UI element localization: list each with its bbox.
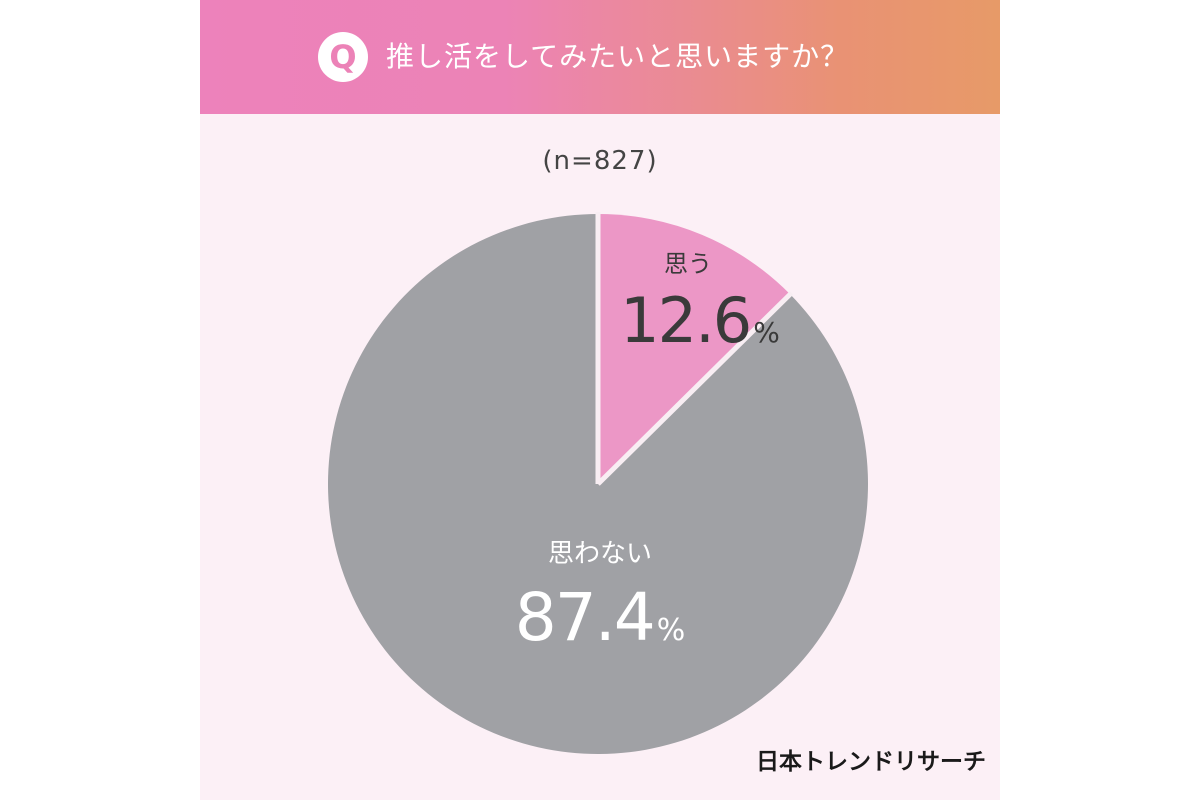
question-header: Q 推し活をしてみたいと思いますか？ [200,0,1000,114]
pie-chart: 思う 12.6 % 思わない 87.4% [327,212,868,754]
slice-label: 思わない [548,539,652,569]
slice-value-label: 12.6% [620,284,780,357]
slice-omou [598,214,791,484]
survey-card: Q 推し活をしてみたいと思いますか？ (n=827) 思う 12.6% 思わない 87… [200,0,1000,800]
slice-label: 思う [664,250,712,278]
slice-value-label: 87.4% [515,579,685,656]
brand-logo-text: 日本トレンドリサーチ [756,749,986,775]
q-badge: Q [318,32,368,82]
question-text: 推し活をしてみたいと思いますか？ [386,40,850,73]
slice-separator [596,291,794,486]
sample-size-label: (n=827) [542,146,658,176]
